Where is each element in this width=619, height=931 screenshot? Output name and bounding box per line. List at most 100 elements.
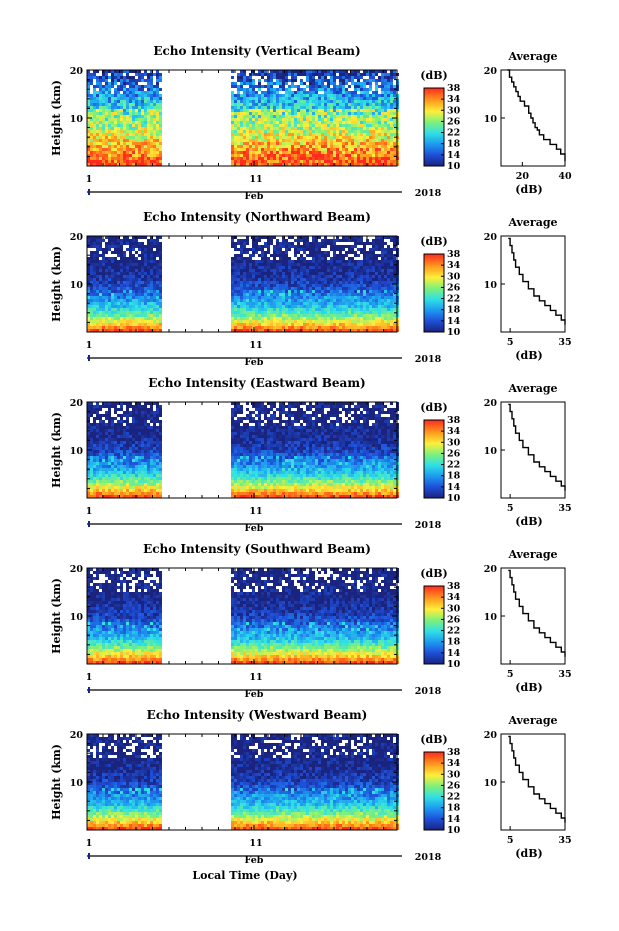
heatmap-cell xyxy=(231,157,234,160)
heatmap-cell xyxy=(144,299,147,302)
heatmap-cell xyxy=(156,109,159,112)
heatmap-cell xyxy=(345,296,348,299)
heatmap-cell xyxy=(147,245,150,248)
heatmap-cell xyxy=(237,326,240,329)
heatmap-cell xyxy=(144,284,147,287)
heatmap-cell xyxy=(318,278,321,281)
heatmap-cell xyxy=(288,103,291,106)
average-title: Average xyxy=(507,50,557,63)
heatmap-cell xyxy=(255,85,258,88)
heatmap-cell xyxy=(279,160,282,163)
heatmap-cell xyxy=(375,248,378,251)
heatmap-cell xyxy=(306,100,309,103)
heatmap-cell xyxy=(393,275,396,278)
heatmap-cell xyxy=(357,239,360,242)
heatmap-cell xyxy=(150,257,153,260)
heatmap-cell xyxy=(99,127,102,130)
heatmap-cell xyxy=(300,145,303,148)
heatmap-cell xyxy=(318,70,321,73)
heatmap-cell xyxy=(363,70,366,73)
heatmap-cell xyxy=(369,269,372,272)
heatmap-cell xyxy=(270,266,273,269)
heatmap-cell xyxy=(144,254,147,257)
heatmap-cell xyxy=(360,148,363,151)
heatmap-cell xyxy=(249,266,252,269)
heatmap-cell xyxy=(249,163,252,166)
heatmap-cell xyxy=(111,145,114,148)
heatmap-cell xyxy=(120,296,123,299)
heatmap-cell xyxy=(285,275,288,278)
heatmap-cell xyxy=(123,88,126,91)
heatmap-cell xyxy=(96,275,99,278)
heatmap-cell xyxy=(153,124,156,127)
heatmap-cell xyxy=(291,308,294,311)
heatmap-cell xyxy=(114,124,117,127)
heatmap-cell xyxy=(345,317,348,320)
heatmap-cell xyxy=(90,284,93,287)
heatmap-cell xyxy=(276,251,279,254)
heatmap-cell xyxy=(231,323,234,326)
heatmap-cell xyxy=(108,239,111,242)
heatmap-cell xyxy=(93,142,96,145)
heatmap-cell xyxy=(315,136,318,139)
heatmap-cell xyxy=(309,329,312,332)
heatmap-cell xyxy=(282,124,285,127)
heatmap-cell xyxy=(306,70,309,73)
heatmap-cell xyxy=(159,79,162,82)
heatmap-cell xyxy=(372,260,375,263)
heatmap-cell xyxy=(267,112,270,115)
heatmap-cell xyxy=(381,296,384,299)
heatmap-cell xyxy=(303,263,306,266)
heatmap-cell xyxy=(237,94,240,97)
heatmap-cell xyxy=(126,314,129,317)
heatmap-cell xyxy=(309,91,312,94)
heatmap-cell xyxy=(255,73,258,76)
heatmap-cell xyxy=(360,106,363,109)
heatmap-cell xyxy=(144,154,147,157)
heatmap-cell xyxy=(270,242,273,245)
heatmap-cell xyxy=(264,287,267,290)
heatmap-cell xyxy=(315,154,318,157)
heatmap-cell xyxy=(252,88,255,91)
heatmap-cell xyxy=(249,118,252,121)
heatmap-cell xyxy=(384,124,387,127)
heatmap-cell xyxy=(279,308,282,311)
heatmap-cell xyxy=(387,302,390,305)
heatmap-cell xyxy=(390,151,393,154)
heatmap-cell xyxy=(306,305,309,308)
heatmap-cell xyxy=(120,133,123,136)
heatmap-cell xyxy=(375,109,378,112)
heatmap-cell xyxy=(150,139,153,142)
heatmap-cell xyxy=(345,82,348,85)
heatmap-cell xyxy=(282,317,285,320)
heatmap-cell xyxy=(288,281,291,284)
heatmap-cell xyxy=(330,139,333,142)
heatmap-cell xyxy=(333,100,336,103)
heatmap-cell xyxy=(393,154,396,157)
heatmap-cell xyxy=(246,124,249,127)
heatmap-cell xyxy=(276,290,279,293)
heatmap-cell xyxy=(339,260,342,263)
heatmap-cell xyxy=(279,323,282,326)
heatmap-cell xyxy=(129,296,132,299)
heatmap-cell xyxy=(141,109,144,112)
heatmap-cell xyxy=(117,148,120,151)
heatmap-cell xyxy=(297,118,300,121)
heatmap-cell xyxy=(144,85,147,88)
heatmap-cell xyxy=(102,160,105,163)
heatmap-cell xyxy=(120,100,123,103)
heatmap-cell xyxy=(387,145,390,148)
heatmap-cell xyxy=(351,305,354,308)
heatmap-cell xyxy=(333,76,336,79)
heatmap-cell xyxy=(135,121,138,124)
heatmap-cell xyxy=(372,245,375,248)
heatmap-cell xyxy=(393,139,396,142)
heatmap-cell xyxy=(309,136,312,139)
heatmap-cell xyxy=(363,109,366,112)
heatmap-cell xyxy=(369,151,372,154)
heatmap-cell xyxy=(351,326,354,329)
heatmap-cell xyxy=(360,329,363,332)
heatmap-cell xyxy=(267,257,270,260)
heatmap-cell xyxy=(324,302,327,305)
heatmap-cell xyxy=(141,79,144,82)
